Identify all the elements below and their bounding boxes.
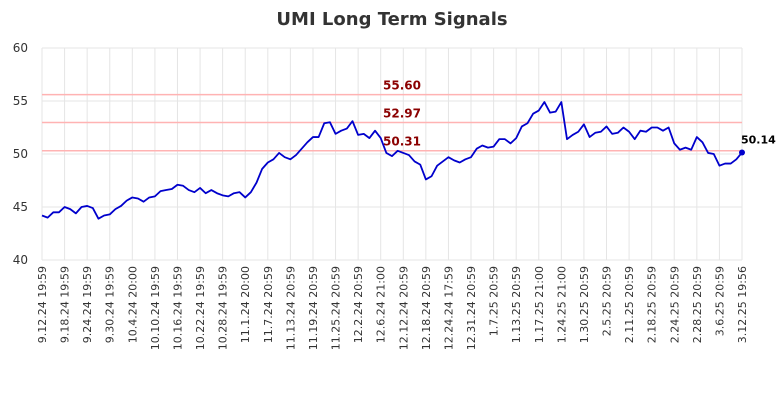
x-tick-label: 9.24.24 19:59 (81, 266, 94, 343)
x-tick-label: 12.2.24 20:59 (352, 266, 365, 343)
y-tick-label: 45 (13, 200, 28, 214)
x-tick-label: 1.30.25 20:59 (578, 266, 591, 343)
y-tick-label: 60 (13, 41, 28, 55)
x-tick-label: 10.10.24 19:59 (149, 266, 162, 350)
y-tick-label: 50 (13, 147, 28, 161)
x-tick-label: 10.4.24 20:00 (126, 266, 139, 343)
x-tick-label: 9.30.24 19:59 (104, 266, 117, 343)
x-tick-label: 11.19.24 20:59 (307, 266, 320, 350)
signal-label: 50.31 (383, 135, 421, 149)
x-tick-label: 1.13.25 20:59 (510, 266, 523, 343)
last-point (739, 149, 745, 156)
x-tick-label: 2.24.25 20:59 (668, 266, 681, 343)
x-tick-label: 2.5.25 20:59 (601, 266, 614, 336)
x-tick-label: 2.18.25 20:59 (646, 266, 659, 343)
x-tick-label: 11.7.24 20:59 (262, 266, 275, 343)
x-tick-label: 9.18.24 19:59 (59, 266, 72, 343)
x-tick-label: 9.12.24 19:59 (36, 266, 49, 343)
x-tick-label: 11.13.24 20:59 (284, 266, 297, 350)
x-tick-label: 2.28.25 20:59 (691, 266, 704, 343)
x-tick-label: 10.28.24 19:59 (217, 266, 230, 350)
x-tick-label: 12.31.24 20:59 (465, 266, 478, 350)
x-tick-label: 1.24.25 21:00 (555, 266, 568, 343)
x-tick-label: 12.18.24 20:59 (420, 266, 433, 350)
x-tick-label: 1.7.25 20:59 (488, 266, 501, 336)
x-tick-label: 11.25.24 20:59 (330, 266, 343, 350)
signal-label: 52.97 (383, 107, 421, 121)
x-tick-label: 1.17.25 21:00 (533, 266, 546, 343)
y-tick-label: 40 (13, 253, 28, 267)
x-tick-label: 2.11.25 20:59 (623, 266, 636, 343)
last-value-label: 50.14 (741, 134, 776, 147)
price-line (41, 101, 743, 220)
x-tick-label: 12.12.24 20:59 (397, 266, 410, 350)
signal-label: 55.60 (383, 79, 421, 93)
x-tick-label: 12.24.24 17:59 (442, 266, 455, 350)
x-tick-label: 10.22.24 19:59 (194, 266, 207, 350)
y-tick-label: 55 (13, 94, 28, 108)
x-tick-label: 3.6.25 20:59 (713, 266, 726, 336)
x-tick-label: 3.12.25 19:56 (736, 266, 749, 343)
x-tick-label: 10.16.24 19:59 (171, 266, 184, 350)
chart-title: UMI Long Term Signals (276, 9, 507, 30)
x-tick-label: 11.1.24 20:00 (239, 266, 252, 343)
x-tick-label: 12.6.24 21:00 (375, 266, 388, 343)
